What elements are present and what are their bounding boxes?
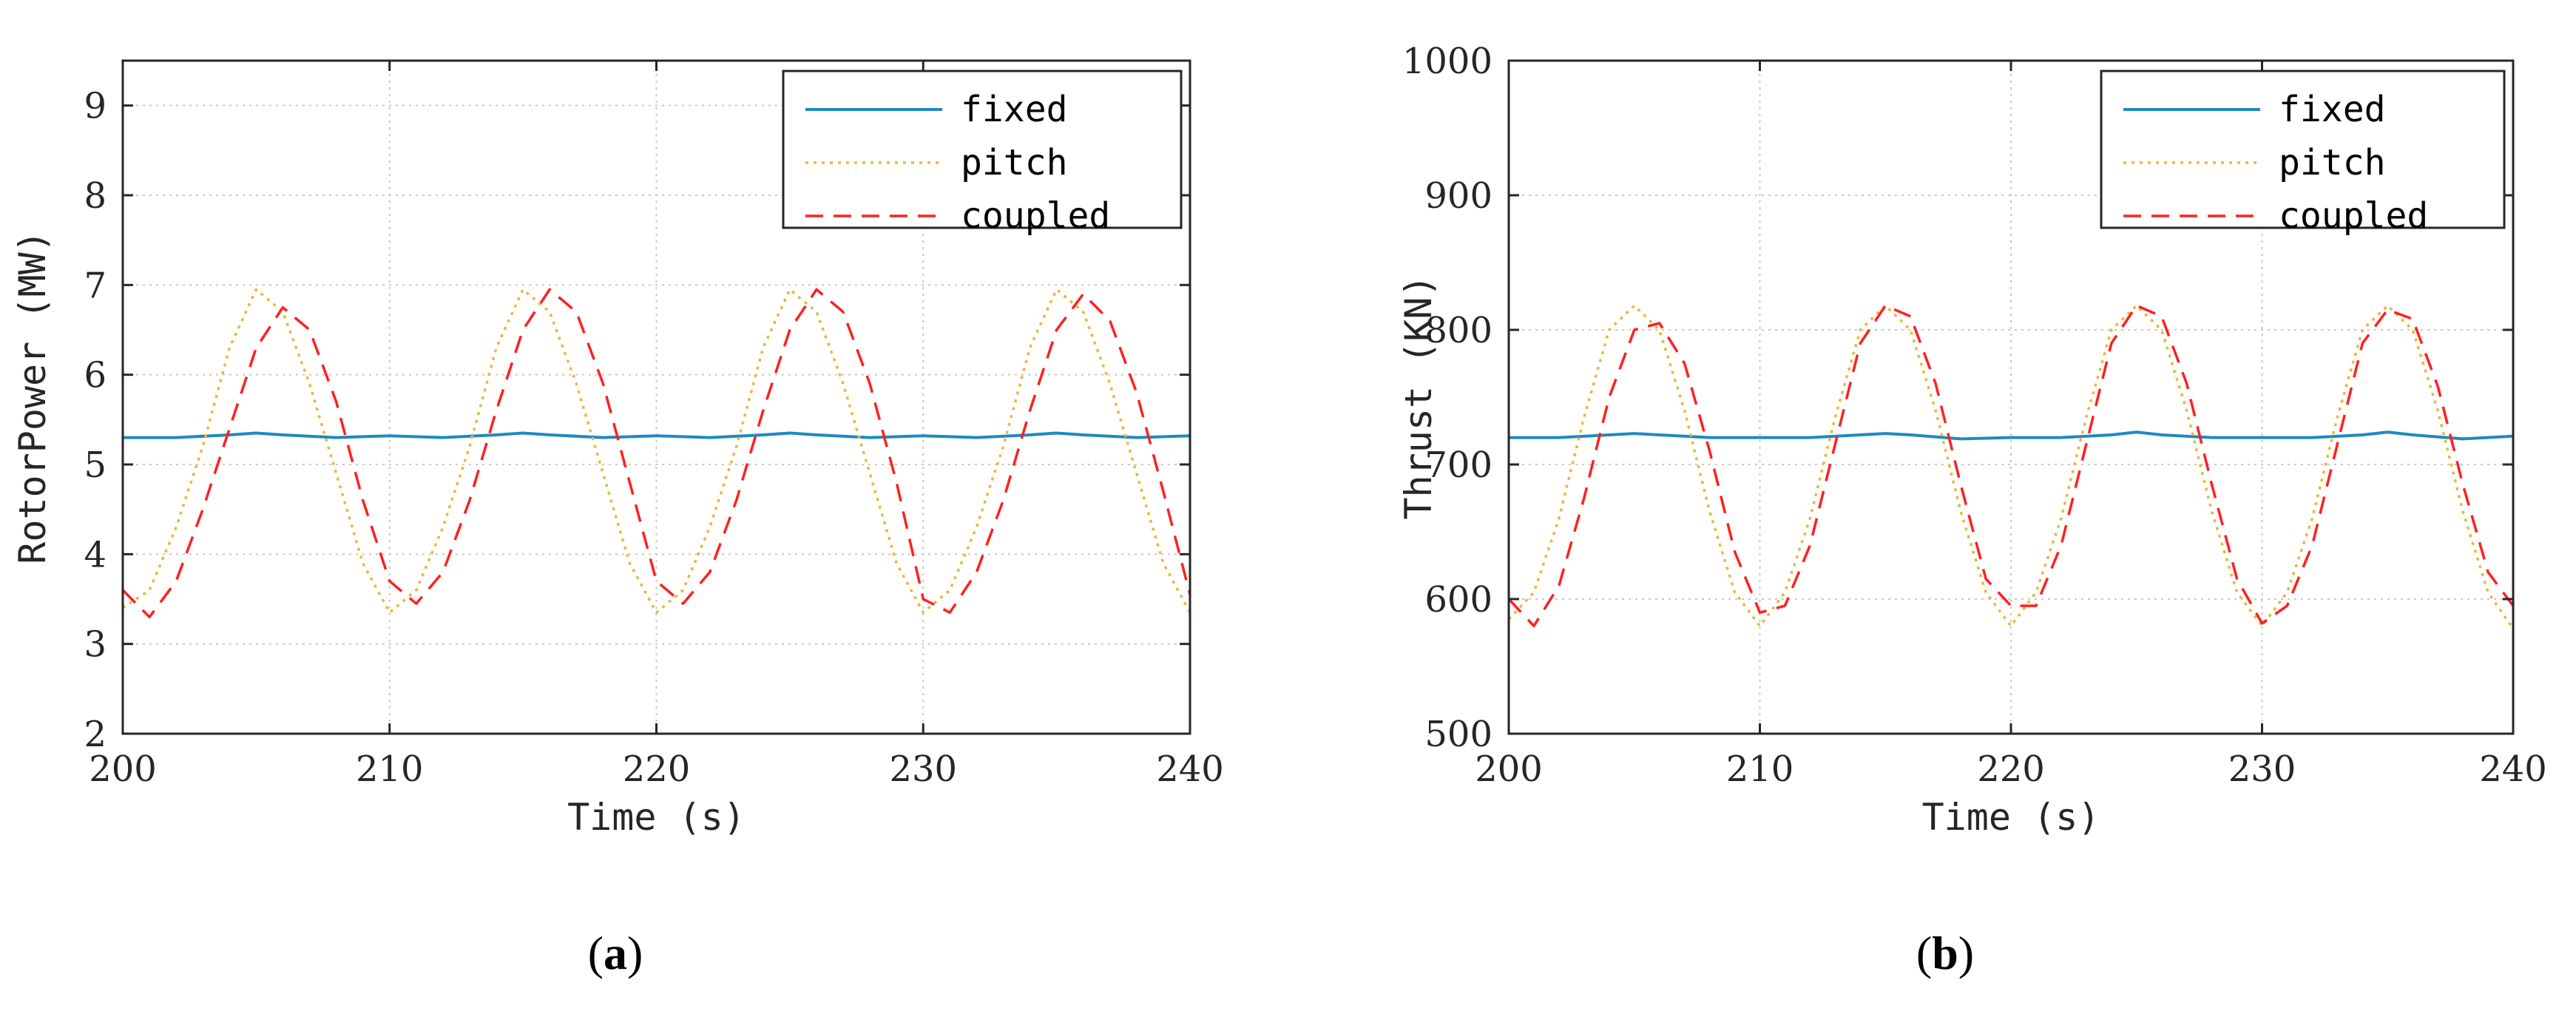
y-axis-label: Thrust (KN): [1397, 274, 1440, 519]
y-tick-label: 8: [84, 175, 107, 217]
x-axis-label: Time (s): [1922, 796, 2100, 839]
y-tick-label: 5: [84, 445, 107, 486]
x-tick-label: 200: [89, 748, 157, 790]
legend-label-fixed: fixed: [2279, 89, 2386, 130]
legend-label-fixed: fixed: [961, 89, 1068, 130]
y-tick-label: 7: [84, 265, 107, 306]
y-tick-label: 900: [1424, 175, 1492, 217]
series-line-pitch: [122, 288, 1191, 614]
y-tick-label: 4: [84, 534, 107, 575]
legend-label-pitch: pitch: [961, 142, 1068, 183]
legend-label-coupled: coupled: [961, 195, 1110, 237]
y-tick-label: 3: [84, 624, 107, 666]
x-tick-label: 210: [356, 748, 424, 790]
x-tick-label: 230: [889, 748, 957, 790]
series-line-coupled: [1507, 304, 2515, 628]
chart-panel-a: 200 210 220 230 240 2 3 4 5 6 7 8 9 Time (s) RotorPowe…: [11, 59, 1224, 979]
legend-box: [2100, 70, 2506, 229]
y-tick-label: 600: [1424, 579, 1492, 621]
panel-caption: (a): [588, 927, 643, 979]
series-line-coupled: [121, 288, 1191, 619]
legend-box: [782, 70, 1183, 229]
y-tick-label: 700: [1424, 445, 1492, 486]
x-tick-label: 200: [1475, 748, 1543, 790]
x-tick-label: 230: [2228, 748, 2296, 790]
x-tick-label: 210: [1726, 748, 1794, 790]
y-tick-label: 500: [1424, 714, 1492, 755]
legend-label-pitch: pitch: [2279, 142, 2386, 183]
panel-caption: (b): [1916, 927, 1974, 979]
y-tick-label: 9: [84, 86, 107, 127]
y-tick-label: 800: [1424, 310, 1492, 351]
series-line-fixed: [123, 431, 1191, 439]
x-tick-label: 220: [1977, 748, 2045, 790]
x-tick-label: 240: [2479, 748, 2547, 790]
legend-label-coupled: coupled: [2279, 195, 2428, 237]
y-tick-label: 1000: [1402, 41, 1492, 82]
x-tick-label: 220: [623, 748, 691, 790]
series-line-fixed: [1509, 430, 2514, 441]
y-axis-label: RotorPower (MW): [11, 230, 54, 564]
chart-panel-b: 200 210 220 230 240 500 600 700 800 900 1000 Time (…: [1397, 41, 2547, 979]
y-tick-label: 2: [84, 714, 107, 755]
x-axis-label: Time (s): [567, 796, 746, 839]
x-tick-label: 240: [1156, 748, 1224, 790]
y-tick-label: 6: [84, 355, 107, 396]
